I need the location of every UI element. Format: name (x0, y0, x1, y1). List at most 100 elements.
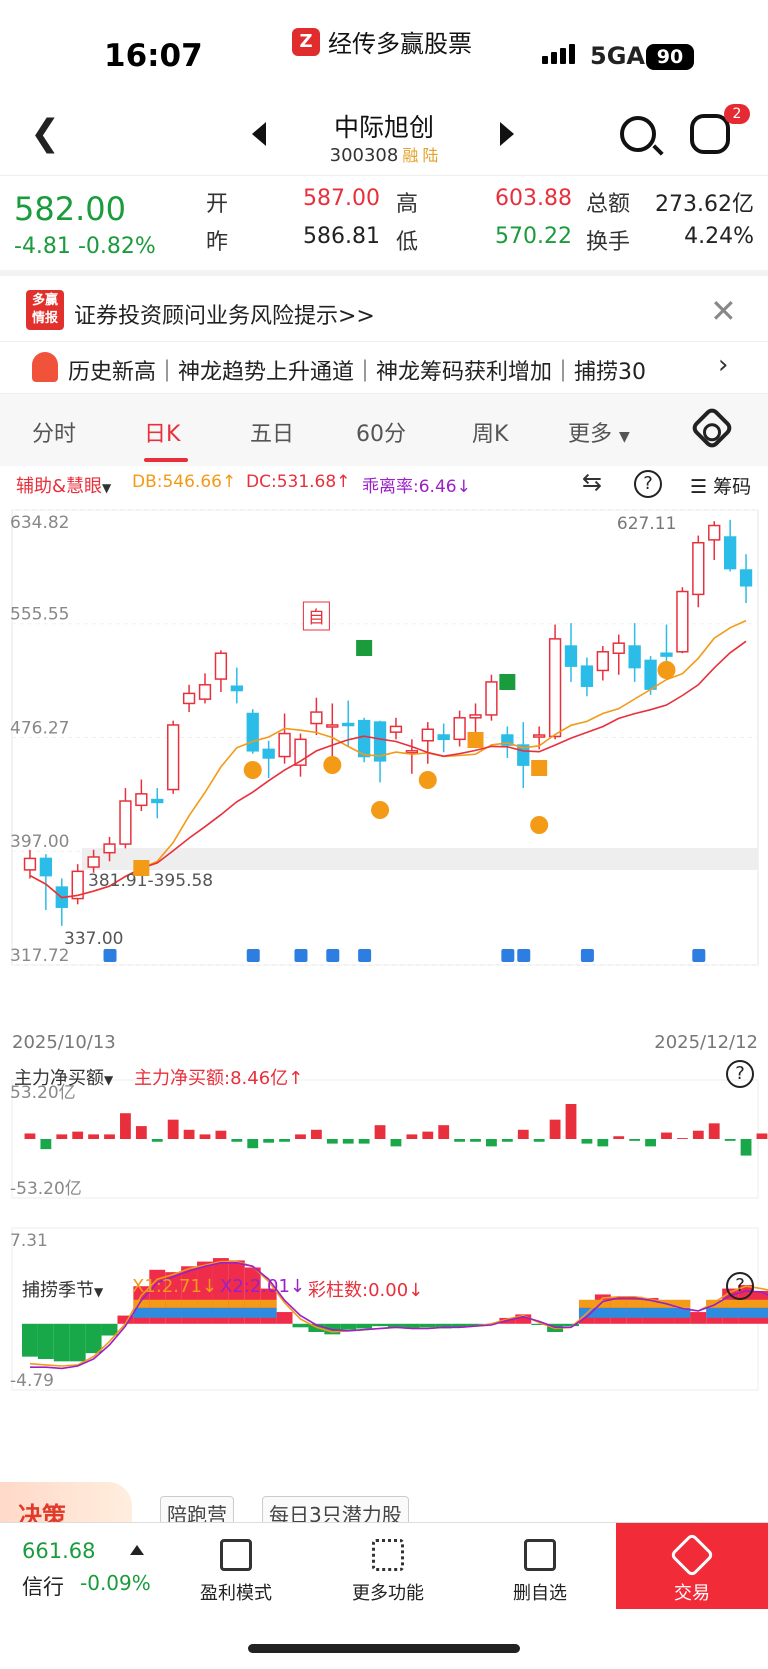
catch-bar-segment (181, 1307, 198, 1318)
remove-watchlist-button[interactable]: 删自选 (480, 1539, 600, 1605)
sell-signal-icon (499, 674, 516, 690)
catch-bar-segment (149, 1307, 166, 1318)
help-icon[interactable]: ? (634, 470, 662, 498)
chevron-right-icon[interactable]: › (718, 350, 729, 380)
flow-bar (629, 1139, 641, 1141)
catch-bar (101, 1323, 118, 1336)
flow-bar (135, 1126, 147, 1139)
next-stock-icon[interactable] (500, 122, 514, 146)
open-label: 开 (206, 192, 229, 217)
signal-ticker[interactable]: 历史新高｜神龙趋势上升通道｜神龙筹码获利增加｜捕捞30 › (0, 344, 768, 394)
self-select-label: 自 (308, 608, 325, 628)
active-tab-indicator (144, 458, 188, 462)
battery-icon: 90 (646, 44, 694, 70)
tab-five-day[interactable]: 五日 (250, 422, 295, 447)
catch-bar-segment (722, 1299, 739, 1308)
prev-stock-icon[interactable] (252, 122, 266, 146)
candle-body (501, 734, 514, 746)
signal-icon (542, 44, 575, 64)
flow-bar (486, 1139, 497, 1147)
chips-button[interactable]: ☰ 筹码 (690, 472, 751, 499)
swap-icon[interactable]: ⇆ (582, 468, 603, 496)
notice-logo-top: 多赢 (31, 293, 58, 308)
promo-badge-label: 决策 (18, 1502, 66, 1522)
catch-bar (117, 1315, 134, 1324)
catch-bar-segment (149, 1299, 166, 1308)
settings-icon[interactable] (689, 405, 735, 451)
message-icon[interactable] (690, 114, 730, 154)
catch-bar-segment (578, 1299, 595, 1308)
back-icon[interactable]: ❮ (30, 113, 61, 154)
catch-bar (292, 1323, 309, 1328)
trade-label: 交易 (674, 1583, 710, 1604)
tab-intraday[interactable]: 分时 (32, 422, 77, 447)
catch-selector[interactable]: 捕捞季节▼ (22, 1276, 103, 1302)
notice-text[interactable]: 证券投资顾问业务风险提示>> (74, 304, 375, 329)
flow-bar (613, 1136, 625, 1139)
turnover-value: 4.24% (684, 224, 754, 249)
help-icon[interactable]: ? (726, 1272, 754, 1300)
promo-pill[interactable]: 陪跑营 (160, 1496, 234, 1522)
kline-chart[interactable]: 634.82 555.55 476.27 397.00 317.72 627.11 381… (0, 500, 768, 1500)
catch-bar (22, 1323, 38, 1357)
catch-bar (531, 1323, 548, 1325)
flow-bar (422, 1131, 434, 1139)
catch-bar-segment (594, 1307, 611, 1318)
sell-signal-icon (356, 640, 373, 656)
risk-notice[interactable]: 多赢 情报 证券投资顾问业务风险提示>> ✕ (0, 282, 768, 342)
candle-body (389, 725, 403, 733)
tab-weekly[interactable]: 周K (472, 422, 509, 447)
index-value[interactable]: 661.68 (22, 1539, 96, 1563)
x2-line (30, 1262, 768, 1370)
catch-bottom-label: -4.79 (10, 1371, 54, 1391)
promo-badge[interactable]: 决策 (0, 1482, 132, 1522)
index-name[interactable]: 信行 (22, 1575, 64, 1599)
status-bar: 16:07 Z 经传多赢股票 5GA 90 (0, 0, 768, 100)
candle-body (373, 721, 387, 762)
promo-pill[interactable]: 每日3只潜力股 (262, 1496, 409, 1522)
flow-bar (342, 1139, 354, 1144)
more-functions-label: 更多功能 (352, 1583, 424, 1604)
news-icon (103, 949, 117, 962)
home-indicator[interactable] (248, 1644, 520, 1653)
candle-body (548, 638, 562, 738)
catch-bar (467, 1323, 484, 1327)
prev-label: 昨 (206, 230, 229, 255)
candle-body (342, 722, 355, 727)
candle-body (612, 642, 625, 654)
tab-more[interactable]: 更多 ▼ (568, 416, 630, 448)
low-price-label: 337.00 (64, 929, 123, 949)
flow-selector-label: 主力净买额 (14, 1068, 104, 1089)
indicator-selector[interactable]: 辅助&慧眼▼ (16, 472, 111, 498)
profit-mode-button[interactable]: 盈利模式 (176, 1539, 296, 1605)
candle-body (564, 645, 578, 667)
search-icon[interactable] (620, 116, 656, 152)
indicator-selector-label: 辅助&慧眼 (16, 476, 103, 497)
flow-bar (549, 1119, 561, 1139)
app-name: 经传多赢股票 (328, 30, 472, 58)
more-functions-button[interactable]: 更多功能 (328, 1539, 448, 1605)
remove-watchlist-label: 删自选 (513, 1583, 567, 1604)
tab-60min[interactable]: 60分 (356, 422, 406, 447)
flow-bar (215, 1130, 227, 1139)
bias-value: 乖离率:6.46↓ (362, 477, 471, 497)
catch-bar (69, 1323, 86, 1362)
trade-button[interactable]: 交易 (616, 1523, 768, 1609)
tab-daily[interactable]: 日K (144, 422, 181, 447)
change-value: -4.81 (14, 234, 71, 259)
flow-bar (501, 1139, 513, 1142)
close-icon[interactable]: ✕ (710, 292, 737, 330)
catch-bar (340, 1323, 357, 1330)
candle-body (692, 541, 705, 596)
price-change: -4.81 -0.82% (14, 234, 156, 259)
flow-bar (231, 1139, 243, 1142)
catch-bar-segment (626, 1299, 643, 1308)
flow-selector[interactable]: 主力净买额▼ (14, 1064, 113, 1090)
candle-body (660, 652, 673, 657)
help-icon[interactable]: ? (726, 1060, 754, 1088)
catch-bar (356, 1323, 373, 1329)
rocket-icon (371, 801, 390, 819)
catch-bar-segment (642, 1299, 659, 1308)
catch-bar (451, 1323, 468, 1328)
candle-body (135, 793, 148, 807)
